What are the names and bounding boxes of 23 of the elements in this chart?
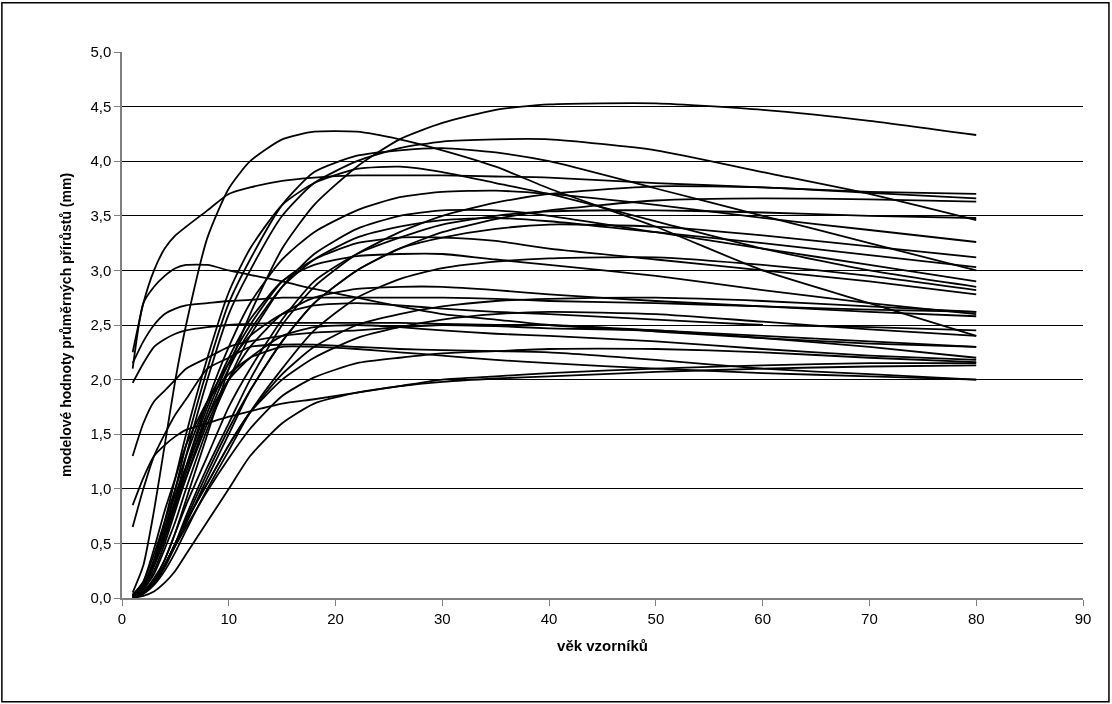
y-tick-label: 4,5: [90, 97, 112, 115]
y-axis-title: modelové hodnoty průměrných přírůstů (mm): [58, 172, 75, 478]
x-tick-label: 20: [327, 609, 344, 627]
y-tick-label: 3,5: [90, 207, 112, 225]
x-tick-label: 40: [540, 609, 558, 627]
x-tick-label: 60: [754, 609, 772, 627]
x-axis-title: věk vzorníků: [557, 637, 648, 655]
y-tick-label: 1,5: [90, 425, 112, 443]
x-tick-label: 0: [117, 609, 127, 627]
y-tick-label: 3,0: [90, 261, 112, 279]
x-tick-label: 70: [861, 609, 878, 627]
y-tick-label: 2,5: [90, 316, 112, 334]
y-tick-label: 0,0: [90, 589, 112, 607]
y-tick-label: 5,0: [90, 43, 112, 61]
y-tick-label: 0,5: [90, 534, 112, 552]
y-tick-label: 2,0: [90, 370, 112, 388]
x-tick-label: 10: [220, 609, 238, 627]
x-tick-label: 30: [433, 609, 451, 627]
x-tick-label: 90: [1074, 609, 1092, 627]
x-tick-label: 50: [647, 609, 665, 627]
x-tick-label: 80: [967, 609, 985, 627]
y-tick-label: 4,0: [90, 152, 112, 170]
y-tick-label: 1,0: [90, 480, 112, 498]
